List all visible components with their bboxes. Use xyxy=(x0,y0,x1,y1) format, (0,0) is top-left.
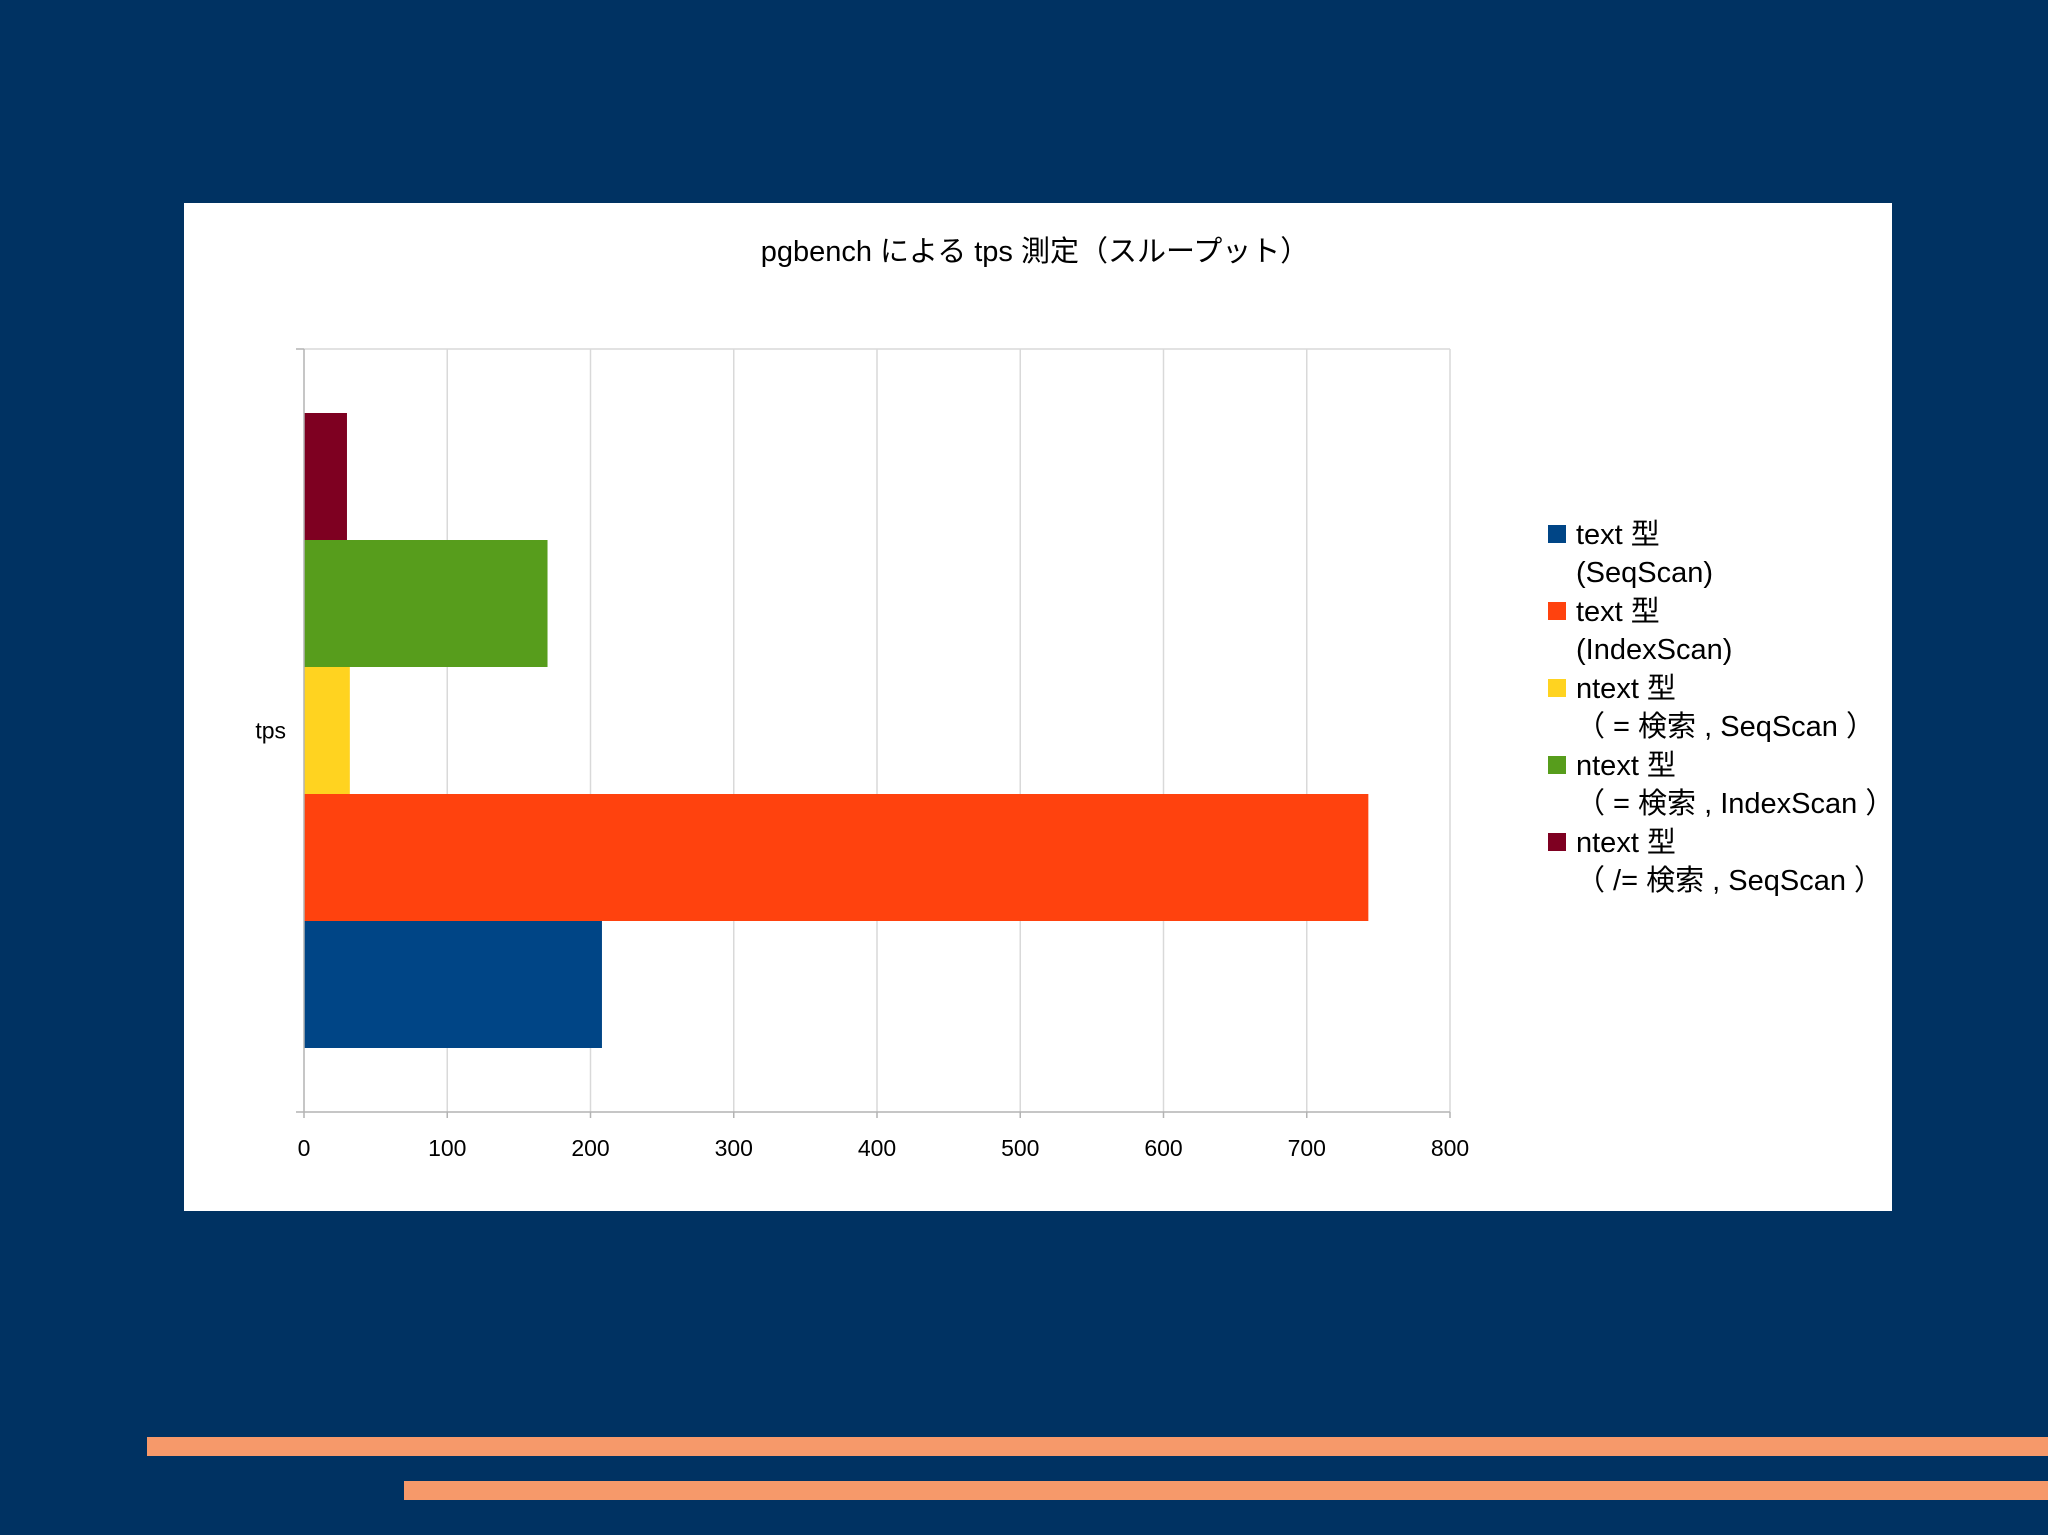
legend-swatch xyxy=(1548,525,1566,543)
x-tick-label: 300 xyxy=(715,1135,753,1161)
x-tick-label: 800 xyxy=(1431,1135,1469,1161)
legend-label: (IndexScan) xyxy=(1576,634,1733,666)
legend-swatch xyxy=(1548,679,1566,697)
legend-label: (SeqScan) xyxy=(1576,557,1714,589)
y-category-label: tps xyxy=(255,718,286,744)
bar-chart: pgbench による tps 測定（スループット） 0 100 200 300 400… xyxy=(255,235,1469,1161)
legend-label: ntext 型 xyxy=(1576,750,1676,782)
decorative-stripe-bottom xyxy=(404,1481,2048,1500)
x-tick-label: 500 xyxy=(1001,1135,1039,1161)
bar-ntext 型 （ = 検索 , SeqScan ） xyxy=(304,667,350,794)
legend-item: text 型 (SeqScan) xyxy=(1548,516,1894,592)
legend-item: ntext 型 （ = 検索 , SeqScan ） xyxy=(1548,670,1894,746)
legend-item: ntext 型 （ = 検索 , IndexScan ） xyxy=(1548,747,1894,823)
bar-text 型 (SeqScan) xyxy=(304,921,602,1048)
x-tick-label: 600 xyxy=(1144,1135,1182,1161)
legend: text 型 (SeqScan) text 型 (IndexScan) ntext 型 （… xyxy=(1548,516,1894,901)
chart-title: pgbench による tps 測定（スループット） xyxy=(761,235,1310,268)
legend-label: （ /= 検索 , SeqScan ） xyxy=(1576,865,1884,897)
axes: 0 100 200 300 400 500 600 700 800 tps xyxy=(255,348,1469,1161)
legend-label: ntext 型 xyxy=(1576,827,1676,859)
grid-lines xyxy=(446,349,1451,1112)
legend-label: （ = 検索 , SeqScan ） xyxy=(1576,711,1875,743)
legend-item: ntext 型 （ /= 検索 , SeqScan ） xyxy=(1548,824,1894,900)
legend-item: text 型 (IndexScan) xyxy=(1548,593,1894,669)
x-tick-label: 700 xyxy=(1288,1135,1326,1161)
legend-label: text 型 xyxy=(1576,519,1660,551)
bar-ntext 型 （ = 検索 , IndexScan ） xyxy=(304,540,548,667)
x-tick-label: 0 xyxy=(298,1135,311,1161)
bars xyxy=(304,413,1369,1048)
chart-panel: pgbench による tps 測定（スループット） 0 100 200 300 400… xyxy=(184,203,1894,1211)
legend-swatch xyxy=(1548,602,1566,620)
legend-label: ntext 型 xyxy=(1576,673,1676,705)
x-tick-label: 200 xyxy=(571,1135,609,1161)
legend-label: text 型 xyxy=(1576,596,1660,628)
x-tick-label: 400 xyxy=(858,1135,896,1161)
legend-label: （ = 検索 , IndexScan ） xyxy=(1576,788,1895,820)
x-tick-label: 100 xyxy=(428,1135,466,1161)
bar-ntext 型 （ /= 検索 , SeqScan ） xyxy=(304,413,347,540)
bar-text 型 (IndexScan) xyxy=(304,794,1369,921)
legend-swatch xyxy=(1548,833,1566,851)
legend-swatch xyxy=(1548,756,1566,774)
decorative-stripe-top xyxy=(147,1437,2048,1456)
